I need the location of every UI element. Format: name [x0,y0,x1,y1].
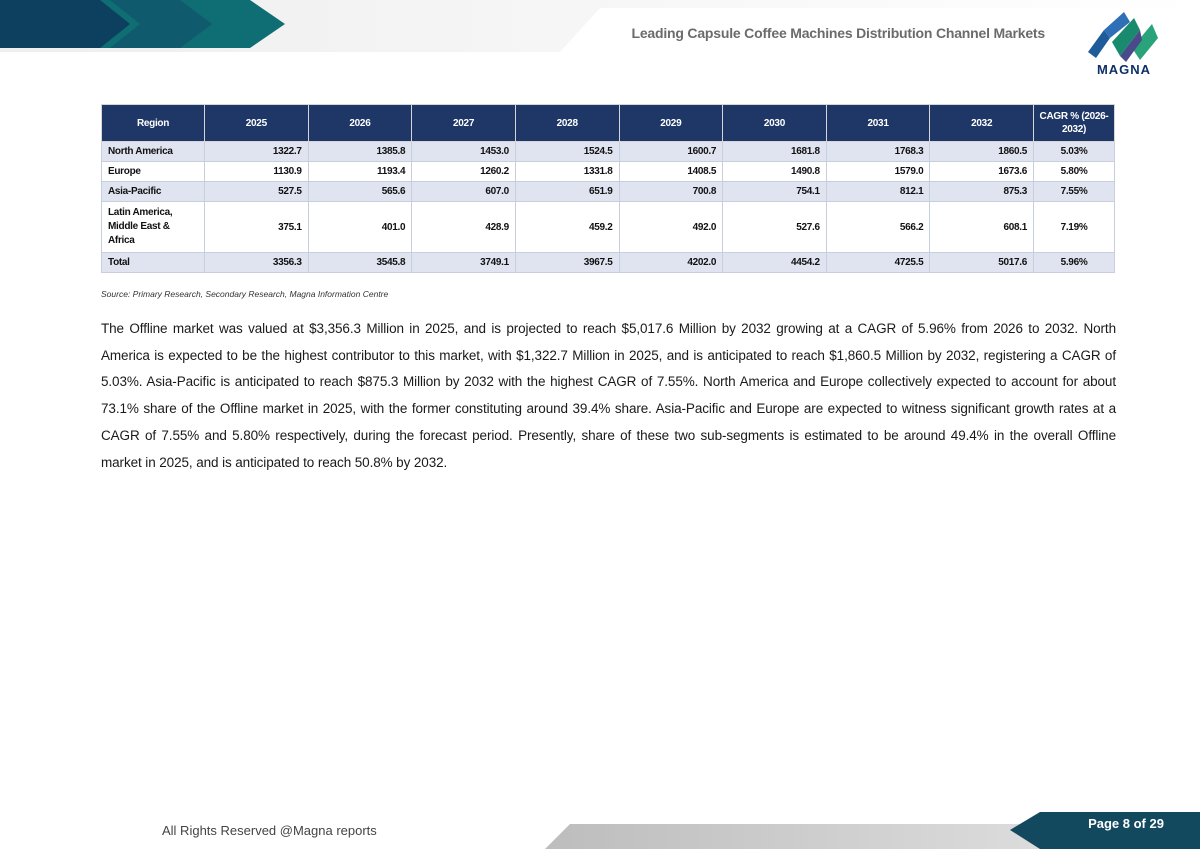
table-header: 2030 [722,104,827,142]
table-cell: 608.1 [929,201,1034,253]
table-cell: 1600.7 [618,141,724,162]
table-cell: 4725.5 [825,252,931,273]
body-paragraph: The Offline market was valued at $3,356.… [101,321,1116,470]
table-cell: Asia-Pacific [101,181,205,202]
table-row: Asia-Pacific 527.5 565.6 607.0 651.9 700… [101,181,1115,202]
table-cell: 428.9 [411,201,516,253]
table-cell: 527.5 [204,181,309,202]
table-cell: 3967.5 [514,252,620,273]
table-cell: 5.03% [1033,141,1115,162]
table-cell: Europe [101,161,205,182]
table-cell: 527.6 [722,201,827,253]
table-cell: 607.0 [411,181,516,202]
table-cell: 401.0 [307,201,413,253]
table-cell: 1681.8 [722,141,827,162]
table-header: 2032 [929,104,1034,142]
table-cell: 700.8 [618,181,724,202]
table-cell: 1768.3 [825,141,931,162]
header-title: Leading Capsule Coffee Machines Distribu… [631,25,1045,41]
table-cell: 4454.2 [722,252,827,273]
footer-decoration [545,812,1200,849]
table-cell: 565.6 [307,181,413,202]
table-header-row: Region 2025 2026 2027 2028 2029 2030 203… [101,104,1115,142]
table-cell: 1579.0 [825,161,931,182]
table-row: Europe 1130.9 1193.4 1260.2 1331.8 1408.… [101,161,1115,182]
logo-text: MAGNA [1096,62,1152,77]
table-row: Latin America, Middle East & Africa 375.… [101,201,1115,253]
header-decoration [0,0,1200,52]
table-cell: 492.0 [618,201,724,253]
table-cell: Latin America, Middle East & Africa [101,201,205,253]
table-cell: 1490.8 [722,161,827,182]
table-cell: 7.55% [1033,181,1115,202]
table-cell: 1193.4 [307,161,413,182]
table-cell: 1860.5 [929,141,1034,162]
table-cell: Total [101,252,205,273]
table-cell: 1453.0 [411,141,516,162]
table-cell: 375.1 [204,201,309,253]
table-cell: 1673.6 [929,161,1034,182]
table-cell: 1331.8 [514,161,620,182]
table-source-note: Source: Primary Research, Secondary Rese… [101,289,389,299]
table-cell: 1260.2 [411,161,516,182]
table-cell: 7.19% [1033,201,1115,253]
table-cell: North America [101,141,205,162]
table-header: 2031 [825,104,931,142]
table-cell: 1322.7 [204,141,309,162]
table-cell: 566.2 [825,201,931,253]
table-cell: 875.3 [929,181,1034,202]
table-header: 2029 [618,104,724,142]
table-cell: 459.2 [514,201,620,253]
magna-logo-icon [1088,12,1158,62]
market-table: Region 2025 2026 2027 2028 2029 2030 203… [101,104,1115,273]
table-cell: 3545.8 [307,252,413,273]
table-cell: 3356.3 [204,252,309,273]
table-cell: 5017.6 [929,252,1034,273]
table-cell: 1524.5 [514,141,620,162]
footer-rights: All Rights Reserved @Magna reports [162,823,377,838]
table-cell: 812.1 [825,181,931,202]
table-header: CAGR % (2026-2032) [1033,104,1115,142]
table-cell: 3749.1 [411,252,516,273]
table-cell: 754.1 [722,181,827,202]
table-cell: 651.9 [514,181,620,202]
table-cell: 1385.8 [307,141,413,162]
table-header: Region [101,104,205,142]
table-row: North America 1322.7 1385.8 1453.0 1524.… [101,141,1115,162]
table-header: 2025 [204,104,309,142]
table-cell: 5.96% [1033,252,1115,273]
table-cell: 4202.0 [618,252,724,273]
table-header: 2026 [307,104,413,142]
table-cell: 5.80% [1033,161,1115,182]
table-row-total: Total 3356.3 3545.8 3749.1 3967.5 4202.0… [101,252,1115,273]
table-header: 2028 [514,104,620,142]
page-number: Page 8 of 29 [1088,816,1164,831]
table-header: 2027 [411,104,516,142]
table-cell: 1408.5 [618,161,724,182]
table-cell: 1130.9 [204,161,309,182]
